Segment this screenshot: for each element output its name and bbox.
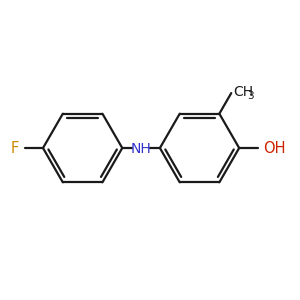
Text: 3: 3 bbox=[247, 91, 254, 101]
Text: CH: CH bbox=[233, 85, 253, 99]
Text: OH: OH bbox=[263, 140, 285, 155]
Text: F: F bbox=[11, 140, 19, 155]
Text: NH: NH bbox=[131, 142, 152, 156]
